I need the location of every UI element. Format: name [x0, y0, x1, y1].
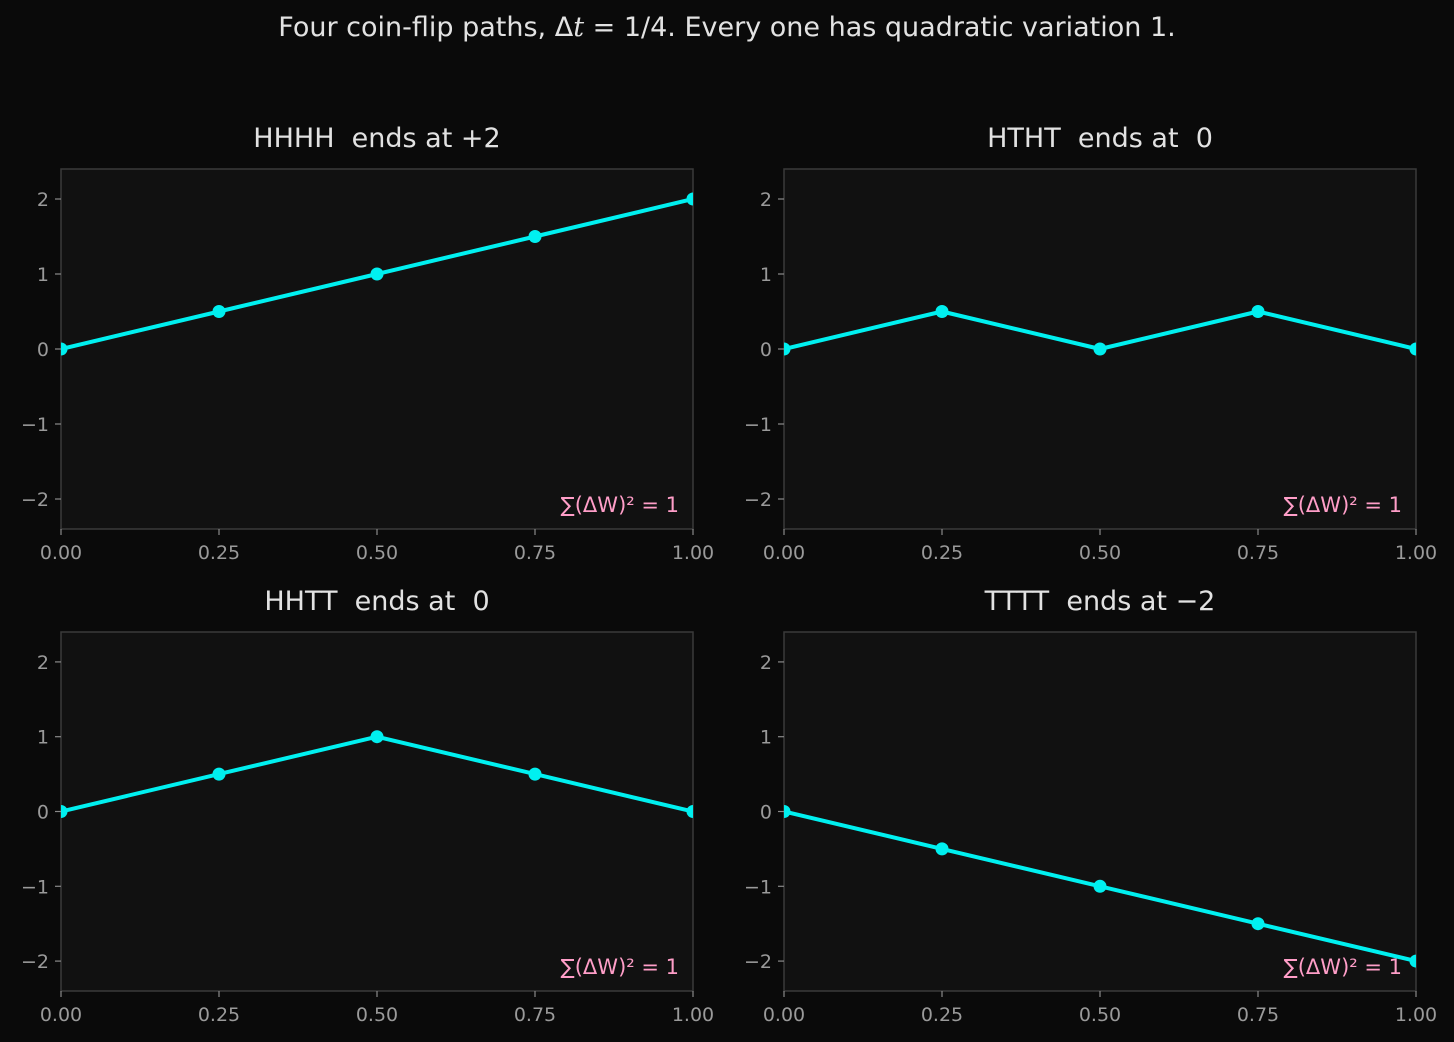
data-point — [370, 730, 384, 744]
panel-title: HTHT ends at 0 — [987, 123, 1213, 154]
panel-title: HHTT ends at 0 — [264, 586, 489, 617]
x-tick-label: 0.75 — [514, 1004, 556, 1026]
data-point — [370, 267, 384, 281]
y-tick-label: −1 — [21, 876, 49, 898]
y-tick-label: −1 — [21, 414, 49, 436]
quadratic-variation-annotation: ∑(ΔW)² = 1 — [561, 955, 679, 979]
data-point — [935, 305, 949, 318]
data-point — [784, 342, 791, 356]
quadratic-variation-annotation: ∑(ΔW)² = 1 — [561, 493, 679, 517]
figure-title-suffix: = 1/4. Every one has quadratic variation… — [584, 12, 1176, 43]
data-point — [212, 767, 226, 781]
x-tick-label: 0.25 — [198, 542, 240, 564]
y-tick-label: 0 — [37, 339, 49, 361]
figure-title-var: t — [573, 12, 585, 43]
x-tick-label: 1.00 — [672, 542, 714, 564]
x-tick-label: 1.00 — [1395, 542, 1437, 564]
panel-1: HHHH ends at +2 −2 −1 0 1 2 0.00 0.25 0.50 0.75 1.… — [21, 123, 714, 564]
x-tick-label: 0.00 — [763, 1004, 805, 1026]
data-point — [1409, 954, 1416, 968]
x-tick-label: 0.25 — [921, 1004, 963, 1026]
data-point — [212, 305, 226, 318]
y-tick-label: −1 — [744, 414, 772, 436]
data-point — [61, 805, 68, 818]
series-group — [784, 805, 1416, 968]
series-group — [61, 730, 693, 818]
x-tick-label: 0.25 — [921, 542, 963, 564]
y-tick-label: 1 — [760, 264, 772, 286]
x-tick-label: 0.00 — [40, 542, 82, 564]
y-tick-label: 1 — [37, 264, 49, 286]
y-tick-label: −2 — [21, 489, 49, 511]
x-tick-label: 0.25 — [198, 1004, 240, 1026]
data-point — [61, 342, 68, 356]
data-point — [1093, 342, 1107, 356]
data-point — [1251, 305, 1265, 318]
y-tick-label: 2 — [37, 189, 49, 211]
data-point — [528, 230, 542, 243]
x-tick-label: 0.00 — [763, 542, 805, 564]
x-tick-label: 0.50 — [356, 542, 398, 564]
axes-frame — [783, 631, 1417, 992]
y-tick-label: 2 — [760, 652, 772, 674]
x-tick-label: 0.50 — [1079, 1004, 1121, 1026]
y-tick-label: −1 — [744, 876, 772, 898]
y-tick-label: 2 — [37, 652, 49, 674]
y-tick-label: −2 — [21, 951, 49, 973]
series-group — [784, 305, 1416, 356]
y-tick-label: 1 — [760, 727, 772, 749]
y-tick-label: 0 — [760, 802, 772, 824]
panel-4: TTTT ends at −2 −2 −1 0 1 2 0.00 0.25 0.50 0.75 1.… — [744, 586, 1437, 1026]
y-tick-label: 2 — [760, 189, 772, 211]
quadratic-variation-annotation: ∑(ΔW)² = 1 — [1284, 955, 1402, 979]
data-point — [935, 842, 949, 856]
x-tick-label: 0.50 — [1079, 542, 1121, 564]
series-group — [61, 192, 693, 356]
data-point — [686, 192, 693, 206]
quadratic-variation-annotation: ∑(ΔW)² = 1 — [1284, 493, 1402, 517]
y-tick-label: −2 — [744, 489, 772, 511]
panel-title: HHHH ends at +2 — [253, 123, 500, 154]
x-tick-label: 0.75 — [1237, 542, 1279, 564]
data-point — [1093, 879, 1107, 893]
panel-3: HHTT ends at 0 −2 −1 0 1 2 0.00 0.25 0.50 0.75 1.0… — [21, 586, 714, 1026]
data-point — [1251, 917, 1265, 931]
data-point — [784, 805, 791, 818]
data-point — [686, 805, 693, 818]
x-tick-label: 0.75 — [514, 542, 556, 564]
y-tick-label: 1 — [37, 727, 49, 749]
panel-2: HTHT ends at 0 −2 −1 0 1 2 0.00 0.25 0.50 0.75 1.0… — [744, 123, 1437, 564]
y-tick-label: 0 — [760, 339, 772, 361]
y-tick-label: −2 — [744, 951, 772, 973]
x-tick-label: 0.50 — [356, 1004, 398, 1026]
x-tick-label: 0.75 — [1237, 1004, 1279, 1026]
figure-title: Four coin-flip paths, Δt = 1/4. Every on… — [0, 12, 1454, 43]
panel-title: TTTT ends at −2 — [984, 586, 1216, 617]
data-point — [1409, 342, 1416, 356]
x-tick-label: 0.00 — [40, 1004, 82, 1026]
y-tick-label: 0 — [37, 802, 49, 824]
axes-frame — [60, 631, 694, 992]
data-point — [528, 767, 542, 781]
x-tick-label: 1.00 — [1395, 1004, 1437, 1026]
x-tick-label: 1.00 — [672, 1004, 714, 1026]
figure-title-prefix: Four coin-flip paths, Δ — [278, 12, 574, 43]
